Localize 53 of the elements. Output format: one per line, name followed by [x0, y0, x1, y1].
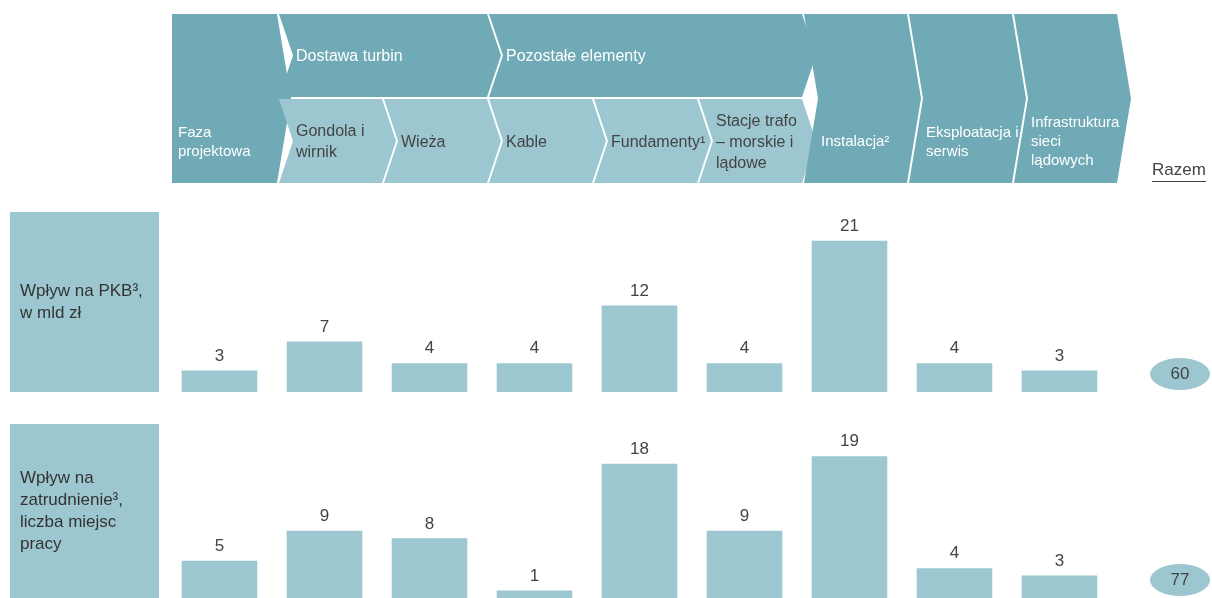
- data-label: 4: [739, 338, 750, 358]
- data-label: 18: [630, 438, 649, 458]
- text: Pozostałe elementy: [506, 46, 646, 66]
- data-label: 21: [840, 216, 859, 236]
- bar: [286, 341, 363, 392]
- x-tick-label: Gondola i wirnik: [296, 121, 366, 162]
- data-label: 9: [739, 506, 750, 526]
- data-label: 1: [529, 565, 540, 585]
- data-label: 3: [214, 345, 225, 365]
- text: 77: [1150, 564, 1210, 596]
- bar: [811, 240, 888, 392]
- bar: [391, 363, 468, 392]
- bar: [706, 363, 783, 392]
- text: Wpływ na PKB³,: [20, 280, 144, 302]
- data-label: 4: [424, 338, 435, 358]
- data-label: 3: [1054, 550, 1065, 570]
- data-label: 5: [214, 535, 225, 555]
- x-tick-label: Faza projektowa: [178, 121, 252, 160]
- data-label: 4: [529, 338, 540, 358]
- bar: [1021, 575, 1098, 598]
- data-label: 4: [949, 338, 960, 358]
- data-label: 3: [1054, 345, 1065, 365]
- bar: [601, 305, 678, 392]
- bar: [916, 363, 993, 392]
- x-tick-label: Fundamenty¹: [611, 131, 706, 152]
- x-tick-label: Eksploatacja i serwis: [926, 121, 1020, 160]
- bar: [811, 456, 888, 598]
- data-label: 4: [949, 543, 960, 563]
- data-label: 9: [319, 506, 330, 526]
- text: liczba miejsc pracy: [20, 511, 118, 555]
- x-tick-label: Stacje trafo – morskie i lądowe: [716, 110, 798, 173]
- data-label: 19: [840, 431, 859, 451]
- x-tick-label: Infrastruktura sieci lądowych: [1031, 112, 1121, 169]
- data-label: 12: [630, 280, 649, 300]
- text: w mld zł: [20, 302, 83, 324]
- x-tick-label: Wieża: [401, 131, 446, 152]
- bar: [496, 363, 573, 392]
- bar: [916, 568, 993, 598]
- x-tick-label: Instalacja²: [821, 131, 890, 150]
- text: 60: [1150, 358, 1210, 390]
- data-label: 7: [319, 316, 330, 336]
- bar: [601, 463, 678, 598]
- bar: [181, 560, 258, 598]
- bar: [706, 530, 783, 598]
- text: Razem: [1152, 160, 1206, 182]
- bar: [496, 590, 573, 598]
- data-label: 8: [424, 513, 435, 533]
- x-tick-label: Kable: [506, 131, 547, 152]
- text: Dostawa turbin: [296, 46, 403, 66]
- bar: [391, 538, 468, 598]
- bar: [286, 530, 363, 598]
- bar: [181, 370, 258, 392]
- bar: [1021, 370, 1098, 392]
